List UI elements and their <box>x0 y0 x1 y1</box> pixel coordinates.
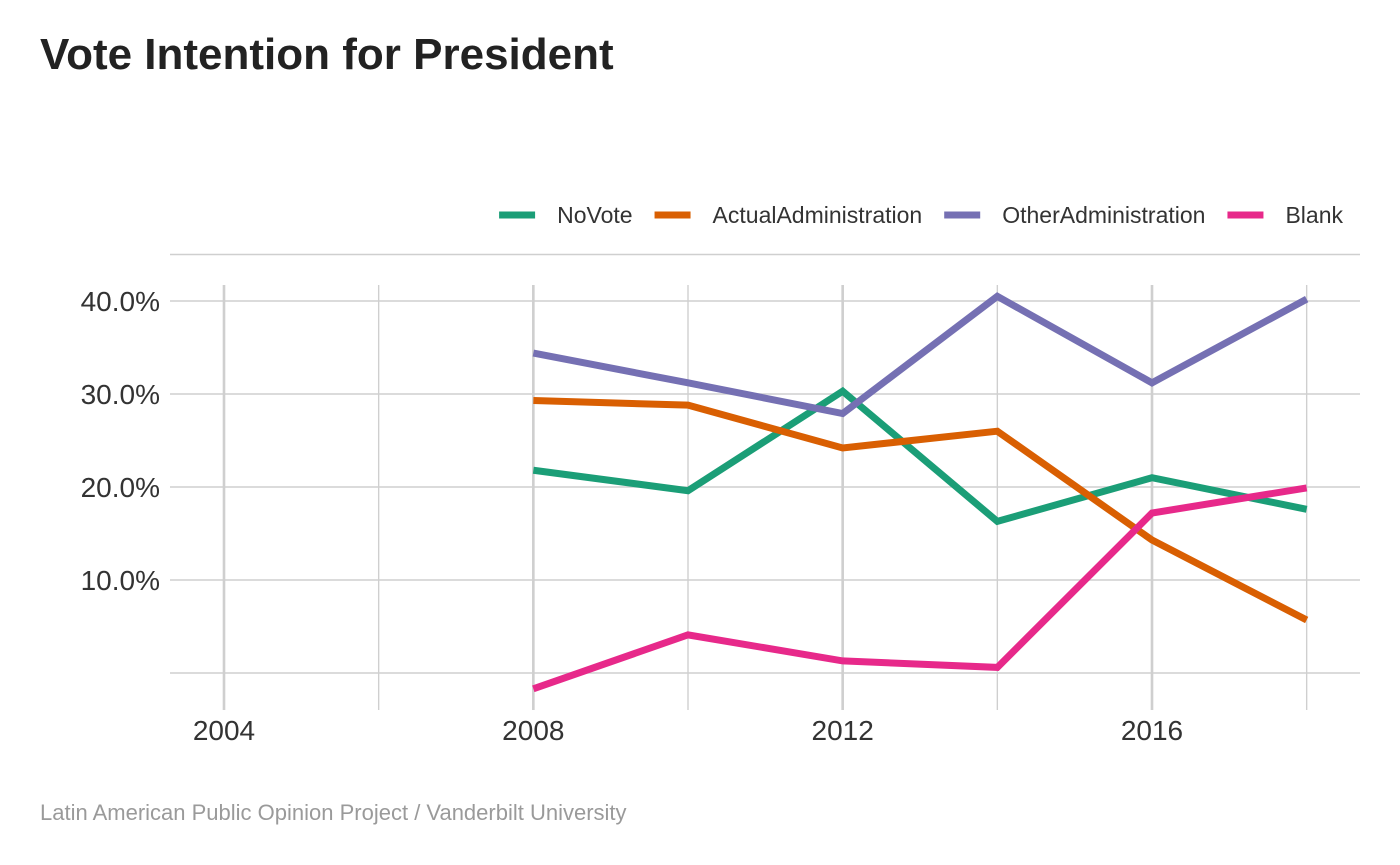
series-line-Blank <box>532 484 1308 693</box>
series-line-NoVote <box>532 386 1308 526</box>
series-line-ActualAdministration <box>533 397 1309 624</box>
legend-label: Blank <box>1285 202 1343 228</box>
y-axis-labels: 10.0% 20.0% 30.0% 40.0% <box>81 286 160 596</box>
legend-item-ActualAdministration: ActualAdministration <box>654 202 923 228</box>
chart-title: Vote Intention for President <box>40 30 614 79</box>
series-lines <box>532 292 1309 693</box>
x-tick-label: 2012 <box>812 715 874 746</box>
source-caption: Latin American Public Opinion Project / … <box>40 800 627 825</box>
legend-label: NoVote <box>557 202 632 228</box>
legend-label: OtherAdministration <box>1002 202 1205 228</box>
grid-major <box>170 253 1360 710</box>
x-tick-label: 2016 <box>1121 715 1183 746</box>
x-tick-label: 2004 <box>193 715 255 746</box>
y-tick-label: 20.0% <box>81 472 160 503</box>
x-axis-labels: 2004 2008 2012 2016 <box>193 715 1183 746</box>
legend: NoVote ActualAdministration OtherAdministr… <box>499 202 1343 228</box>
y-tick-label: 40.0% <box>81 286 160 317</box>
legend-label: ActualAdministration <box>713 202 923 228</box>
y-tick-label: 30.0% <box>81 379 160 410</box>
series-line-OtherAdministration <box>532 292 1309 418</box>
x-tick-label: 2008 <box>502 715 564 746</box>
grid-minor <box>377 285 1308 710</box>
y-tick-label: 10.0% <box>81 565 160 596</box>
legend-item-OtherAdministration: OtherAdministration <box>944 202 1205 228</box>
legend-item-Blank: Blank <box>1227 202 1343 228</box>
legend-item-NoVote: NoVote <box>499 202 633 228</box>
